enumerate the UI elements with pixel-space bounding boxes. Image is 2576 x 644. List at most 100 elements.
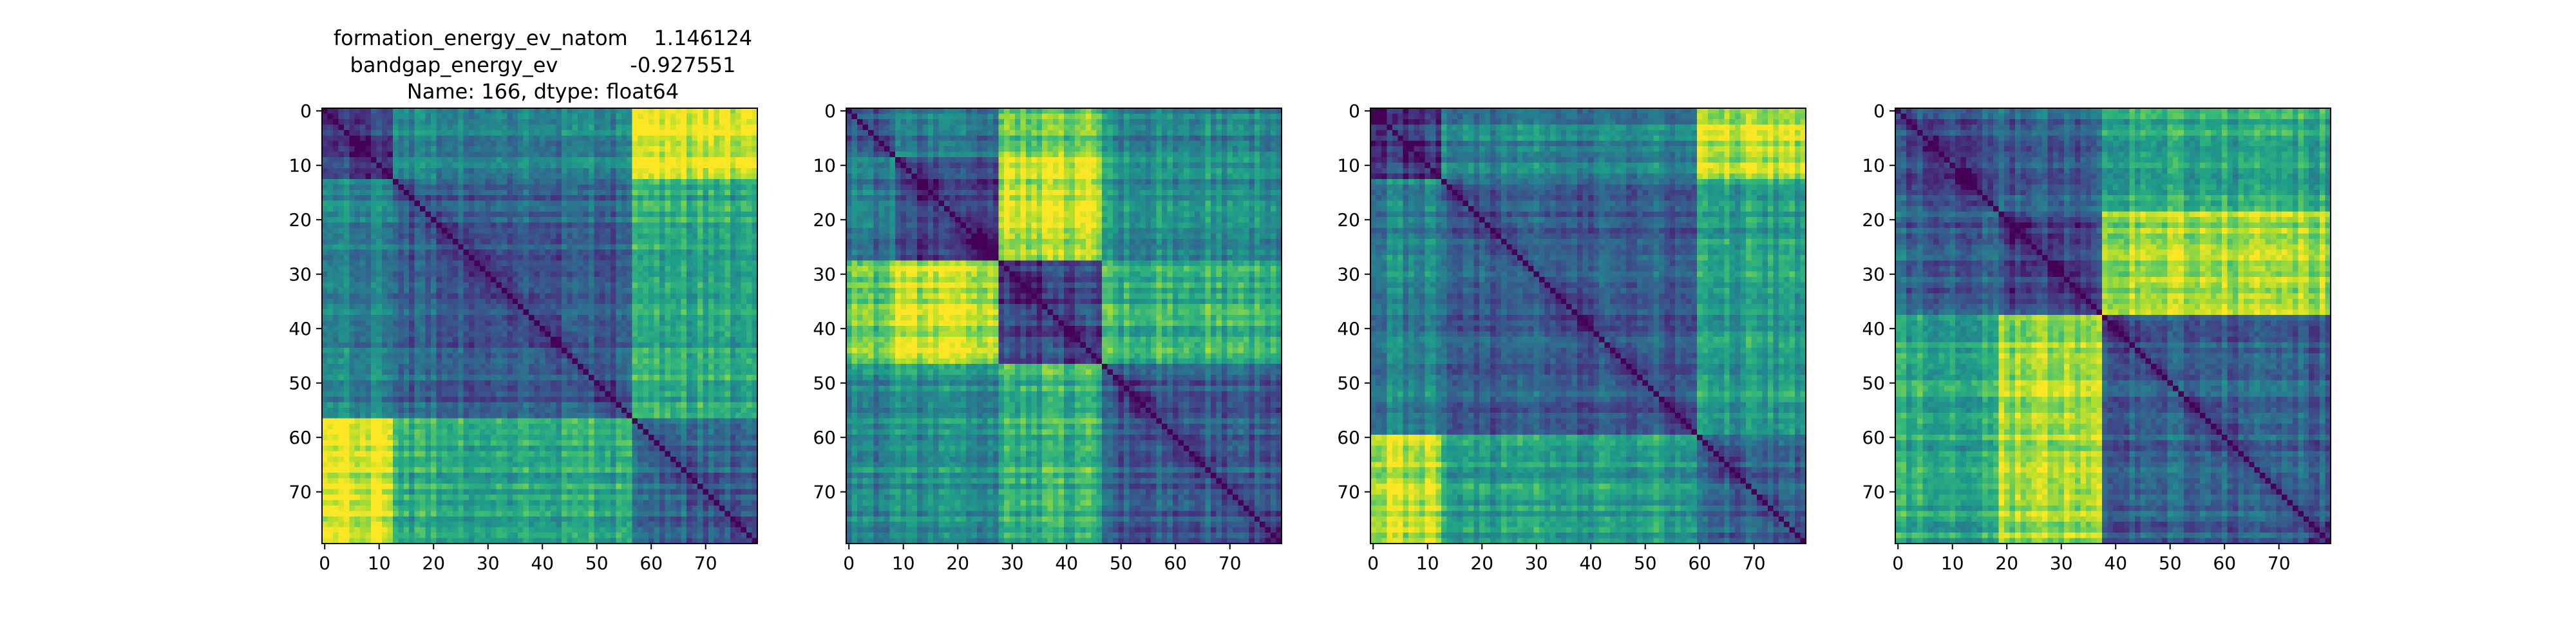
heatmap-cell bbox=[681, 141, 687, 147]
heatmap-cell bbox=[426, 168, 431, 174]
heatmap-cell bbox=[415, 239, 421, 245]
heatmap-cell bbox=[578, 304, 583, 310]
heatmap-cell bbox=[697, 326, 703, 332]
heatmap-cell bbox=[735, 321, 741, 327]
heatmap-cell bbox=[371, 124, 377, 130]
heatmap-cell bbox=[475, 195, 480, 201]
heatmap-cell bbox=[567, 364, 573, 370]
heatmap-cell bbox=[605, 130, 611, 136]
heatmap-cell bbox=[377, 146, 383, 152]
heatmap-cell bbox=[464, 141, 469, 147]
heatmap-cell bbox=[355, 119, 361, 125]
heatmap-cell bbox=[654, 190, 659, 196]
heatmap-cell bbox=[589, 282, 594, 288]
heatmap-cell bbox=[665, 141, 670, 147]
heatmap-cell bbox=[741, 413, 747, 419]
heatmap-cell bbox=[453, 157, 459, 163]
heatmap-cell bbox=[426, 152, 431, 158]
heatmap-cell bbox=[327, 168, 333, 174]
heatmap-cell bbox=[627, 430, 632, 435]
heatmap-cell bbox=[426, 113, 431, 119]
heatmap-cell bbox=[496, 288, 502, 294]
heatmap-cell bbox=[649, 282, 654, 288]
heatmap-cell bbox=[616, 364, 621, 370]
heatmap-cell bbox=[393, 381, 399, 386]
heatmap-cell bbox=[398, 277, 404, 283]
heatmap-cell bbox=[556, 222, 562, 228]
heatmap-cell bbox=[338, 402, 344, 408]
heatmap-cell bbox=[665, 391, 670, 397]
heatmap-cell bbox=[377, 130, 383, 136]
heatmap-cell bbox=[627, 179, 632, 185]
heatmap-cell bbox=[627, 233, 632, 239]
heatmap-cell bbox=[398, 250, 404, 256]
heatmap-cell bbox=[409, 168, 415, 174]
heatmap-cell bbox=[583, 413, 589, 419]
heatmap-cell bbox=[556, 413, 562, 419]
heatmap-cell bbox=[333, 359, 339, 365]
heatmap-cell bbox=[529, 173, 535, 179]
heatmap-cell bbox=[551, 359, 556, 365]
heatmap-cell bbox=[714, 239, 719, 245]
heatmap-cell bbox=[322, 430, 328, 435]
heatmap-cell bbox=[540, 342, 545, 348]
heatmap-cell bbox=[594, 255, 600, 261]
heatmap-cell bbox=[442, 233, 448, 239]
heatmap-cell bbox=[486, 370, 491, 375]
heatmap-cell bbox=[605, 206, 611, 212]
heatmap-cell bbox=[551, 391, 556, 397]
heatmap-cell bbox=[665, 364, 670, 370]
heatmap-cell bbox=[562, 233, 567, 239]
heatmap-cell bbox=[659, 141, 665, 147]
heatmap-cell bbox=[714, 359, 719, 365]
heatmap-cell bbox=[371, 168, 377, 174]
heatmap-cell bbox=[409, 304, 415, 310]
heatmap-cell bbox=[724, 397, 730, 402]
heatmap-cell bbox=[387, 364, 393, 370]
heatmap-cell bbox=[404, 424, 410, 430]
heatmap-cell bbox=[567, 201, 573, 207]
heatmap-cell bbox=[703, 179, 709, 185]
heatmap-cell bbox=[486, 348, 491, 354]
heatmap-cell bbox=[535, 408, 540, 413]
heatmap-cell bbox=[486, 108, 491, 114]
heatmap-cell bbox=[687, 364, 692, 370]
heatmap-cell bbox=[398, 386, 404, 392]
heatmap-cell bbox=[703, 206, 709, 212]
heatmap-cell bbox=[621, 277, 627, 283]
heatmap-cell bbox=[583, 244, 589, 250]
heatmap-cell bbox=[605, 141, 611, 147]
heatmap-cell bbox=[513, 375, 518, 381]
heatmap-cell bbox=[665, 163, 670, 169]
heatmap-cell bbox=[377, 277, 383, 283]
heatmap-cell bbox=[518, 435, 524, 440]
heatmap-cell bbox=[659, 233, 665, 239]
heatmap-cell bbox=[377, 113, 383, 119]
heatmap-cell bbox=[627, 342, 632, 348]
heatmap-cell bbox=[393, 348, 399, 354]
heatmap-cell bbox=[491, 375, 497, 381]
heatmap-cell bbox=[719, 206, 725, 212]
heatmap-cell bbox=[583, 108, 589, 114]
heatmap-cell bbox=[322, 440, 328, 446]
heatmap-cell bbox=[327, 239, 333, 245]
heatmap-cell bbox=[447, 250, 453, 256]
heatmap-cell bbox=[719, 342, 725, 348]
heatmap-cell bbox=[638, 370, 643, 375]
heatmap-cell bbox=[333, 430, 339, 435]
heatmap-cell bbox=[535, 113, 540, 119]
heatmap-cell bbox=[649, 212, 654, 218]
heatmap-cell bbox=[676, 381, 681, 386]
heatmap-cell bbox=[333, 141, 339, 147]
heatmap-cell bbox=[659, 190, 665, 196]
heatmap-cell bbox=[507, 201, 513, 207]
heatmap-cell bbox=[393, 124, 399, 130]
heatmap-cell bbox=[436, 163, 442, 169]
heatmap-cell bbox=[426, 408, 431, 413]
heatmap-cell bbox=[442, 391, 448, 397]
heatmap-cell bbox=[616, 135, 621, 141]
heatmap-cell bbox=[327, 222, 333, 228]
heatmap-cell bbox=[708, 299, 714, 305]
heatmap-cell bbox=[436, 299, 442, 305]
heatmap-cell bbox=[398, 135, 404, 141]
